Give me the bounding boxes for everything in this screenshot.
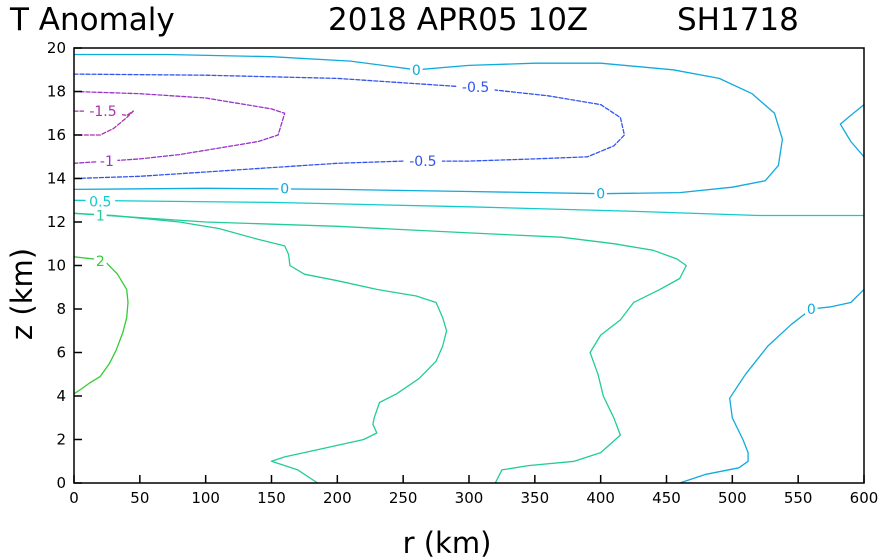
contour-label-bg: [403, 153, 442, 170]
y-tick-label: 0: [56, 474, 66, 492]
contour-label-bg: [805, 301, 818, 317]
chart-title-date: 2018 APR05 10Z: [328, 2, 588, 38]
contour-label-bg: [96, 153, 118, 170]
contour-label-3-0: 0.5: [89, 194, 111, 210]
contour-label-bg: [594, 185, 607, 202]
y-tick-label: 10: [47, 257, 66, 275]
contour-label-bg: [456, 79, 495, 96]
x-tick-label: 150: [257, 489, 286, 507]
plot-frame: [73, 47, 865, 484]
contour-label-bg: [84, 103, 122, 120]
contour-label-9-0: -1.5: [89, 104, 116, 120]
contour-line-6: [679, 288, 865, 484]
contour-line-0: [73, 256, 129, 395]
y-tick-label: 6: [56, 344, 66, 362]
y-tick-label: 16: [47, 126, 66, 144]
contour-label-7-0: -0.5: [462, 80, 489, 96]
x-axis-ticks: 0 50 100 150 200 250 300 350 400 450 500 550 600: [69, 475, 878, 507]
contour-label-4-0: 0: [280, 181, 289, 197]
contour-line-5: [839, 103, 865, 158]
contour-line-4: [73, 53, 784, 195]
contour-label-6-0: 0: [807, 302, 816, 318]
y-axis-title: z (km): [5, 248, 39, 340]
x-tick-label: 250: [389, 489, 418, 507]
contour-label-bg: [85, 193, 116, 210]
contour-label-bg: [278, 180, 291, 197]
contour-line-3: [73, 199, 865, 217]
contour-line-1: [73, 212, 448, 484]
contour-label-8-0: -1: [100, 154, 114, 170]
contour-labels: 2 10.5 0 0 0 0 -0.5 -0.5 -1 -1.5: [84, 61, 818, 318]
contour-label-4-1: 0: [596, 187, 605, 203]
y-tick-label: 4: [56, 387, 66, 405]
x-tick-label: 200: [323, 489, 352, 507]
y-tick-label: 2: [56, 431, 66, 449]
contour-lines: [73, 53, 865, 484]
x-tick-label: 50: [130, 489, 149, 507]
x-tick-label: 300: [455, 489, 484, 507]
contour-label-bg: [410, 61, 423, 78]
contour-line-8: [73, 90, 286, 164]
x-tick-label: 400: [586, 489, 615, 507]
contour-line-9: [73, 110, 134, 136]
contour-label-4-2: 0: [412, 63, 421, 79]
x-tick-label: 550: [784, 489, 813, 507]
x-tick-label: 350: [521, 489, 550, 507]
y-tick-label: 8: [56, 300, 66, 318]
x-tick-label: 600: [850, 489, 879, 507]
y-tick-label: 18: [47, 83, 66, 101]
x-axis-title: r (km): [403, 526, 492, 559]
contour-label-0-0: 2: [96, 254, 105, 270]
contour-label-bg: [94, 253, 107, 270]
contour-line-2: [73, 212, 687, 484]
y-tick-label: 20: [47, 39, 66, 57]
x-tick-label: 450: [652, 489, 681, 507]
x-tick-label: 500: [718, 489, 747, 507]
chart-title-storm: SH1718: [677, 2, 799, 38]
y-tick-label: 14: [47, 170, 66, 188]
contour-line-7: [73, 73, 626, 180]
contour-label-1-0: 1: [96, 209, 105, 225]
y-axis-ticks: 0 2 4 6 8 10 12 14 16 18 20: [47, 39, 82, 492]
x-tick-label: 0: [69, 489, 79, 507]
chart-title-left: T Anomaly: [9, 2, 175, 38]
x-tick-label: 100: [191, 489, 220, 507]
contour-label-bg: [94, 207, 107, 224]
contour-label-7-1: -0.5: [409, 154, 436, 170]
y-tick-label: 12: [47, 213, 66, 231]
